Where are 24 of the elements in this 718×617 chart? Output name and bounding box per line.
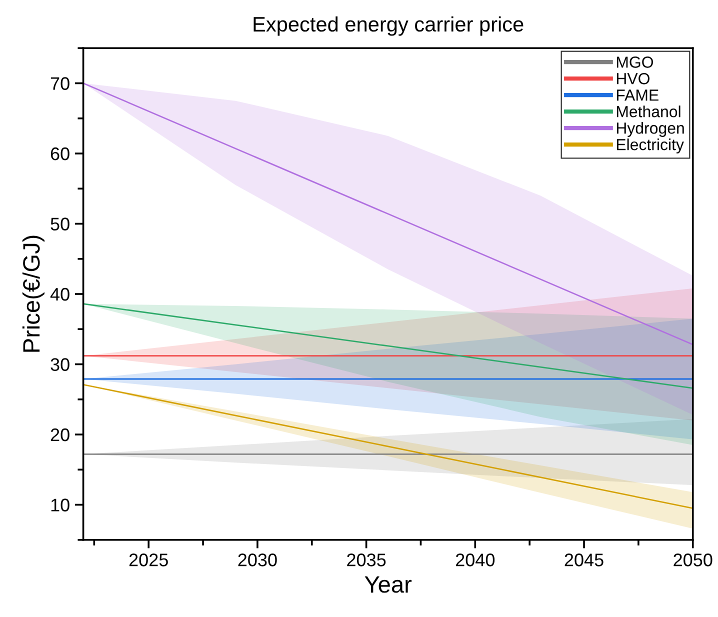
y-tick-label: 30 bbox=[50, 358, 70, 371]
y-tick-label: 60 bbox=[50, 147, 70, 160]
x-tick-label: 2045 bbox=[564, 554, 604, 566]
x-tick-label: 2040 bbox=[456, 554, 495, 566]
y-axis-title: Price(€/GJ) bbox=[22, 236, 44, 352]
legend-label: Hydrogen bbox=[616, 122, 684, 137]
x-tick-label: 2050 bbox=[674, 554, 712, 566]
line-series bbox=[83, 82, 693, 346]
x-tick-label: 2030 bbox=[238, 554, 277, 566]
y-tick-label: 50 bbox=[50, 218, 70, 230]
y-tick-label: 10 bbox=[51, 498, 70, 512]
y-tick-label: 70 bbox=[50, 77, 70, 90]
legend-label: Electricity bbox=[616, 138, 684, 154]
legend-label: Methanol bbox=[616, 106, 680, 118]
line-series bbox=[83, 303, 693, 389]
y-tick-label: 20 bbox=[50, 428, 70, 442]
x-tick-label: 2025 bbox=[129, 554, 168, 566]
legend-label: HVO bbox=[616, 73, 650, 84]
y-tick-label: 40 bbox=[50, 288, 70, 301]
chart-title: Expected energy carrier price bbox=[254, 16, 524, 36]
x-tick-label: 2035 bbox=[347, 554, 386, 566]
legend-label: FAME bbox=[616, 90, 658, 101]
legend-label: MGO bbox=[616, 56, 654, 68]
x-axis-title: Year bbox=[364, 576, 412, 593]
